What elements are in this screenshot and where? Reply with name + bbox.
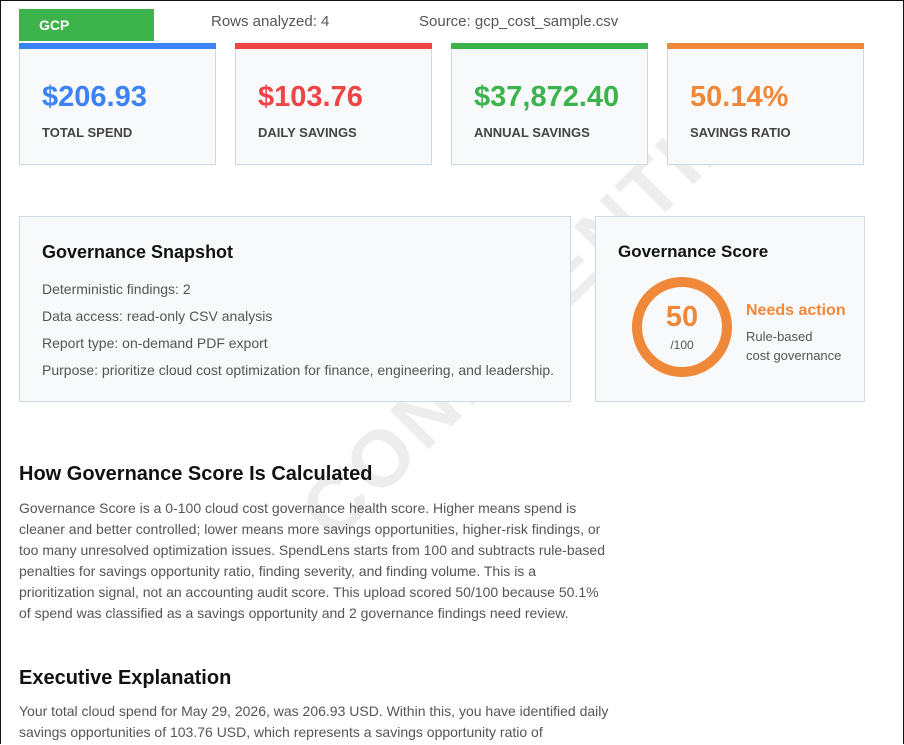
section-text: Your total cloud spend for May 29, 2026,… — [19, 703, 609, 740]
rows-analyzed: Rows analyzed: 4 — [211, 13, 330, 30]
card-accent — [235, 43, 432, 49]
card-label: DAILY SAVINGS — [258, 125, 357, 140]
snapshot-line: Data access: read-only CSV analysis — [42, 308, 273, 324]
ring — [632, 277, 732, 377]
card-value: $206.93 — [42, 81, 147, 113]
snapshot-line: Purpose: prioritize cloud cost optimizat… — [42, 362, 555, 378]
card-value: $103.76 — [258, 81, 363, 113]
snapshot-panel: Governance Snapshot Deterministic findin… — [19, 216, 571, 402]
snapshot-title: Governance Snapshot — [42, 242, 234, 262]
score-max: /100 — [670, 338, 694, 352]
snapshot-line: Deterministic findings: 2 — [42, 281, 191, 297]
source-file: Source: gcp_cost_sample.csv — [419, 13, 619, 30]
score-panel: Governance Score 50 /100 Needs action Ru… — [595, 216, 865, 402]
kpi-card: 50.14% SAVINGS RATIO — [667, 43, 864, 165]
card-label: ANNUAL SAVINGS — [474, 125, 590, 140]
kpi-card: $103.76 DAILY SAVINGS — [235, 43, 432, 165]
card-value: $37,872.40 — [474, 81, 620, 113]
section-heading: Executive Explanation — [19, 667, 232, 689]
card-label: TOTAL SPEND — [42, 125, 133, 140]
section-heading: How Governance Score Is Calculated — [19, 463, 373, 485]
card-accent — [451, 43, 648, 49]
score-note: cost governance — [746, 348, 842, 363]
card-value: 50.14% — [690, 81, 789, 113]
score-ring — [632, 277, 732, 377]
kpi-card: $37,872.40 ANNUAL SAVINGS — [451, 43, 648, 165]
provider-badge: GCP — [19, 9, 154, 41]
snapshot-line: Report type: on-demand PDF export — [42, 335, 268, 351]
score-status: Needs action — [746, 302, 846, 319]
kpi-card: $206.93 TOTAL SPEND — [19, 43, 216, 165]
section-text: Governance Score is a 0-100 cloud cost g… — [19, 500, 605, 621]
card-label: SAVINGS RATIO — [690, 125, 791, 140]
score-value: 50 — [665, 301, 699, 333]
score-title: Governance Score — [618, 242, 769, 261]
score-note: Rule-based — [746, 329, 813, 344]
card-accent — [667, 43, 864, 49]
card-accent — [19, 43, 216, 49]
